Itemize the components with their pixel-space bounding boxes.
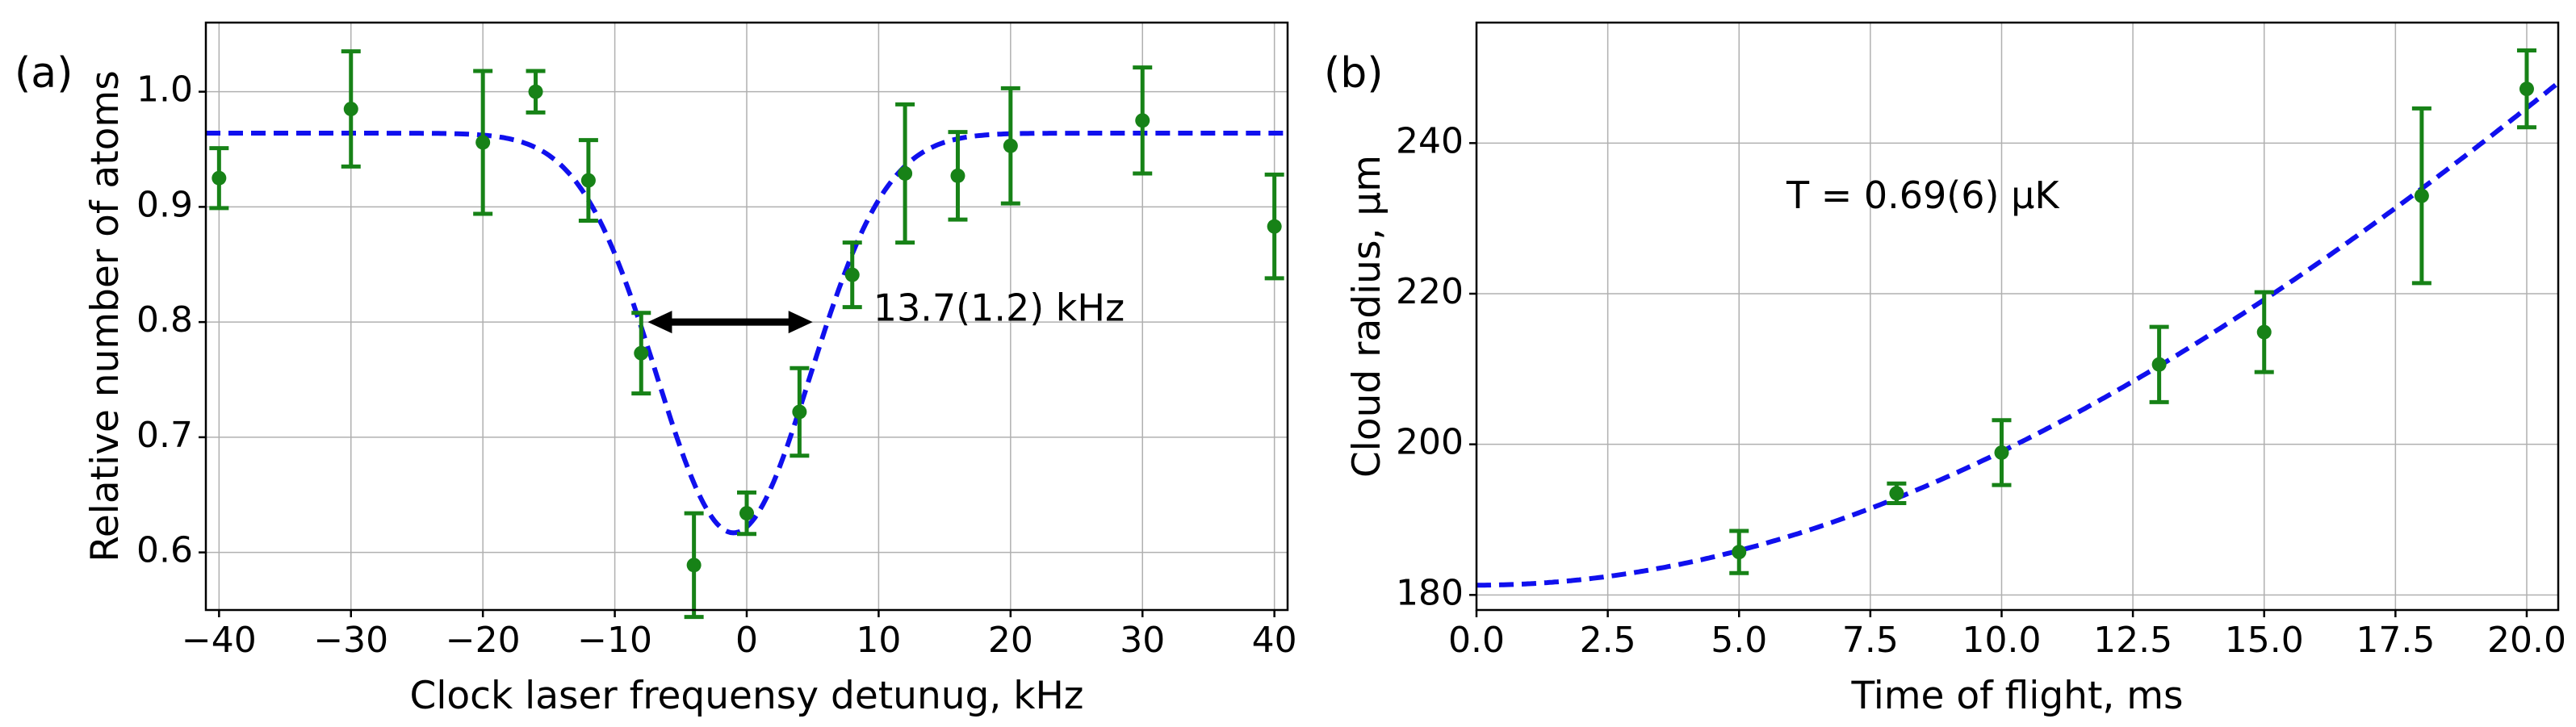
data-point <box>1264 172 1284 281</box>
x-tick-label: 20.0 <box>2487 620 2566 661</box>
x-tick-label: 2.5 <box>1580 620 1636 661</box>
axes-frame-b <box>1475 21 2560 612</box>
x-tick-label: 17.5 <box>2356 620 2435 661</box>
data-point <box>631 311 651 396</box>
x-tick-label: 30 <box>1120 620 1165 661</box>
data-point <box>1000 86 1020 206</box>
data-marker <box>792 404 807 420</box>
data-point <box>1133 65 1153 176</box>
x-tick-label: −40 <box>182 620 257 661</box>
data-marker <box>475 135 491 150</box>
x-tick-label: −30 <box>313 620 388 661</box>
data-point <box>526 69 546 115</box>
fwhm-arrow <box>647 311 813 334</box>
data-point <box>895 102 915 245</box>
data-marker <box>1889 486 1904 501</box>
data-point <box>1729 529 1749 575</box>
temperature-annotation: T = 0.69(6) µK <box>1786 173 2060 217</box>
data-marker <box>212 170 227 186</box>
arrow-head-right <box>788 311 813 334</box>
x-tick-label: 10.0 <box>1962 620 2042 661</box>
y-tick-label: 180 <box>1396 572 1464 613</box>
x-tick-label: 12.5 <box>2093 620 2172 661</box>
x-axis-label-a: Clock laser frequensy detunug, kHz <box>410 674 1084 718</box>
x-tick-label: 0 <box>735 620 758 661</box>
data-marker <box>2414 188 2429 203</box>
data-marker <box>1003 138 1018 153</box>
x-tick-label: 7.5 <box>1842 620 1899 661</box>
y-tick-label: 0.8 <box>136 299 193 341</box>
data-marker <box>950 168 965 183</box>
x-tick-label: 10 <box>856 620 901 661</box>
data-marker <box>528 84 543 99</box>
data-marker <box>844 267 860 282</box>
data-point <box>684 511 704 620</box>
y-tick-label: 0.7 <box>136 415 193 456</box>
data-marker <box>634 345 649 361</box>
y-tick-label: 240 <box>1396 120 1464 161</box>
y-tick-label: 200 <box>1396 422 1464 463</box>
data-marker <box>2256 324 2272 340</box>
x-axis-label-b: Time of flight, ms <box>1850 674 2183 718</box>
data-point <box>2254 290 2274 374</box>
data-points-a <box>209 49 1284 620</box>
x-tick-label: 15.0 <box>2225 620 2304 661</box>
data-marker <box>898 165 913 181</box>
fwhm-annotation: 13.7(1.2) kHz <box>873 286 1125 330</box>
tick-marks-a: −40 −30 −20 −10 0 10 20 30 40 0.6 0.7 0.8 0.9 1.0 <box>136 69 1297 661</box>
x-tick-label: 0.0 <box>1448 620 1505 661</box>
data-point <box>842 240 862 310</box>
data-point <box>578 138 598 224</box>
data-point <box>2411 106 2431 286</box>
tick-marks-b: 0.0 2.5 5.0 7.5 10.0 12.5 15.0 17.5 20.0 180 200 22… <box>1396 120 2566 661</box>
data-point <box>2516 48 2536 130</box>
data-marker <box>1267 219 1282 234</box>
data-marker <box>739 506 754 521</box>
panel-label-b: (b) <box>1324 49 1384 98</box>
data-point <box>1887 481 1907 505</box>
y-axis-label-a: Relative number of atoms <box>83 70 128 562</box>
data-point <box>948 130 968 222</box>
data-marker <box>2151 357 2167 372</box>
data-marker <box>2519 81 2534 97</box>
y-tick-label: 1.0 <box>136 69 193 111</box>
data-point <box>473 69 493 216</box>
arrow-head-left <box>647 311 672 334</box>
panel-label-a: (a) <box>15 49 73 98</box>
data-marker <box>1732 545 1747 560</box>
y-tick-label: 0.6 <box>136 530 193 571</box>
data-point <box>737 490 756 537</box>
panel-a: 13.7(1.2) kHz −40 −30 −20 −10 0 10 20 30 40 0.6 0.… <box>15 21 1297 718</box>
data-point <box>1992 418 2012 487</box>
x-tick-label: −20 <box>446 620 521 661</box>
plot-area-b <box>1476 23 2558 610</box>
data-marker <box>1135 113 1150 128</box>
data-marker <box>343 102 358 117</box>
data-point <box>341 49 361 169</box>
data-point <box>2149 324 2169 404</box>
x-tick-label: 20 <box>988 620 1033 661</box>
data-point <box>209 146 229 211</box>
y-tick-label: 220 <box>1396 271 1464 312</box>
data-points-b <box>1729 48 2536 575</box>
y-tick-label: 0.9 <box>136 184 193 225</box>
data-marker <box>1994 445 2009 460</box>
data-marker <box>686 558 702 573</box>
x-tick-label: 40 <box>1252 620 1297 661</box>
panel-b: T = 0.69(6) µK 0.0 2.5 5.0 7.5 10.0 12.5 15.0 1… <box>1324 21 2566 718</box>
data-point <box>790 366 810 458</box>
data-marker <box>580 173 596 188</box>
x-tick-label: 5.0 <box>1711 620 1767 661</box>
x-tick-label: −10 <box>577 620 652 661</box>
fit-curve-b <box>1476 81 2560 588</box>
y-axis-label-b: Cloud radius, µm <box>1345 155 1389 478</box>
